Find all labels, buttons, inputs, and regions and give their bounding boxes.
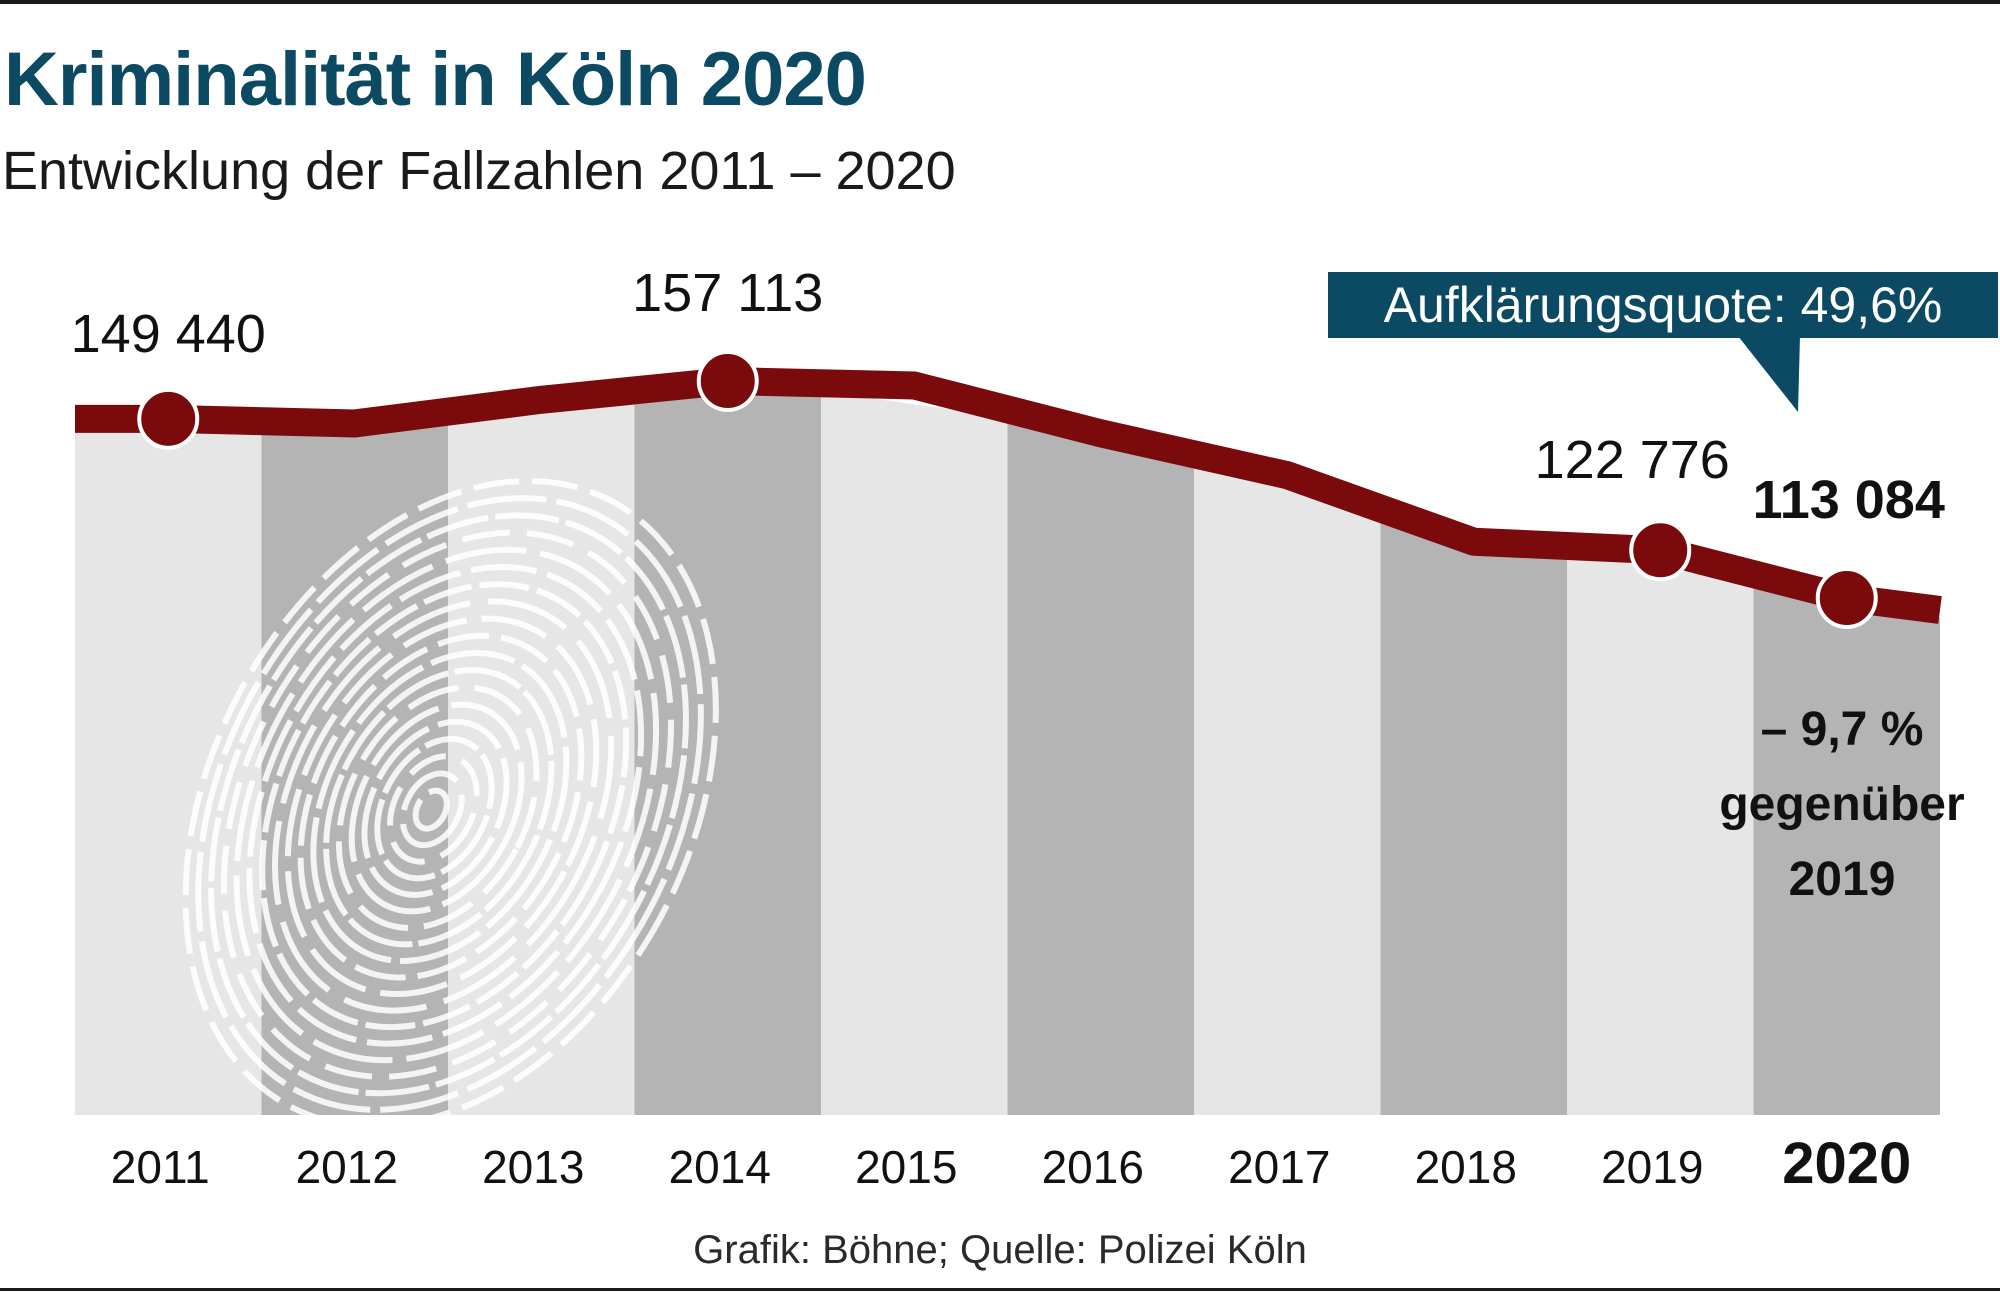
x-tick-2017: 2017 [1228,1141,1330,1193]
band-2020 [1753,582,1940,1115]
change-note-line-2: gegenüber [1719,778,1964,831]
fingerprint-ridge [335,684,540,931]
x-axis-labels: 2011 2012 2013 2014 2015 2016 2017 2018 2019 2020 [111,1131,1911,1196]
bottom-rule [0,1288,2000,1291]
fingerprint-ridge [272,598,615,1014]
band-2017 [1194,462,1381,1116]
x-tick-2011: 2011 [111,1141,210,1193]
fingerprint-ridge [233,546,660,1064]
change-note-line-1: – 9,7 % [1761,703,1924,756]
fingerprint-ridge [387,753,480,865]
value-label-2014: 157 113 [632,263,823,323]
x-tick-2019: 2019 [1601,1141,1703,1193]
fingerprint-ridge [297,632,585,981]
data-points [137,350,1878,629]
band-2014 [634,391,821,1115]
fingerprint-ridge [399,770,465,849]
chart-subtitle: Entwicklung der Fallzahlen 2011 – 2020 [2,141,956,201]
callout-box: Aufklärungsquote: 49,6% [1328,272,1998,412]
x-tick-2014: 2014 [669,1141,771,1193]
series-line-layer [75,367,1942,624]
fingerprint-ridge [246,564,645,1047]
fingerprint-ridge [412,787,450,832]
fingerprint-ridge [361,718,510,898]
change-note-line-3: 2019 [1789,853,1896,906]
band-2018 [1380,516,1567,1115]
value-label-2020: 113 084 [1753,470,1945,530]
fingerprint-ridge [195,495,704,1113]
source-credit: Grafik: Böhne; Quelle: Polizei Köln [693,1228,1307,1272]
top-rule [0,0,2000,4]
fingerprint-ridge [284,615,600,998]
fingerprint-ridge [348,701,525,915]
fingerprint-ridge [182,477,719,1130]
data-point-2019 [1629,519,1692,582]
x-tick-2015: 2015 [855,1141,957,1193]
fingerprint-icon [182,477,719,1130]
band-2015 [821,391,1008,1115]
fingerprint-ridge [374,736,495,882]
data-point-2020 [1815,567,1878,629]
value-label-2019: 122 776 [1535,430,1730,490]
value-labels: 149 440 157 113 122 776 113 084 [71,263,1945,530]
x-tick-2013: 2013 [482,1141,584,1193]
fingerprint-ridge [208,512,689,1097]
value-label-2011: 149 440 [71,304,266,364]
x-tick-2016: 2016 [1042,1141,1144,1193]
change-note: – 9,7 % gegenüber 2019 [1719,703,1964,906]
fingerprint-ridge [323,667,555,948]
chart-title: Kriminalität in Köln 2020 [4,37,867,122]
fingerprint-ridge [310,650,570,964]
callout-text: Aufklärungsquote: 49,6% [1384,277,1943,333]
fingerprint-ridge [259,581,630,1031]
band-2016 [1007,417,1194,1116]
x-tick-2020: 2020 [1782,1131,1911,1196]
x-tick-2018: 2018 [1415,1141,1517,1193]
data-point-2011 [137,387,200,450]
band-2019 [1567,553,1754,1115]
series-line [75,367,1942,624]
fingerprint-ridge [220,529,674,1080]
data-point-2014 [696,350,759,412]
x-tick-2012: 2012 [296,1141,398,1193]
